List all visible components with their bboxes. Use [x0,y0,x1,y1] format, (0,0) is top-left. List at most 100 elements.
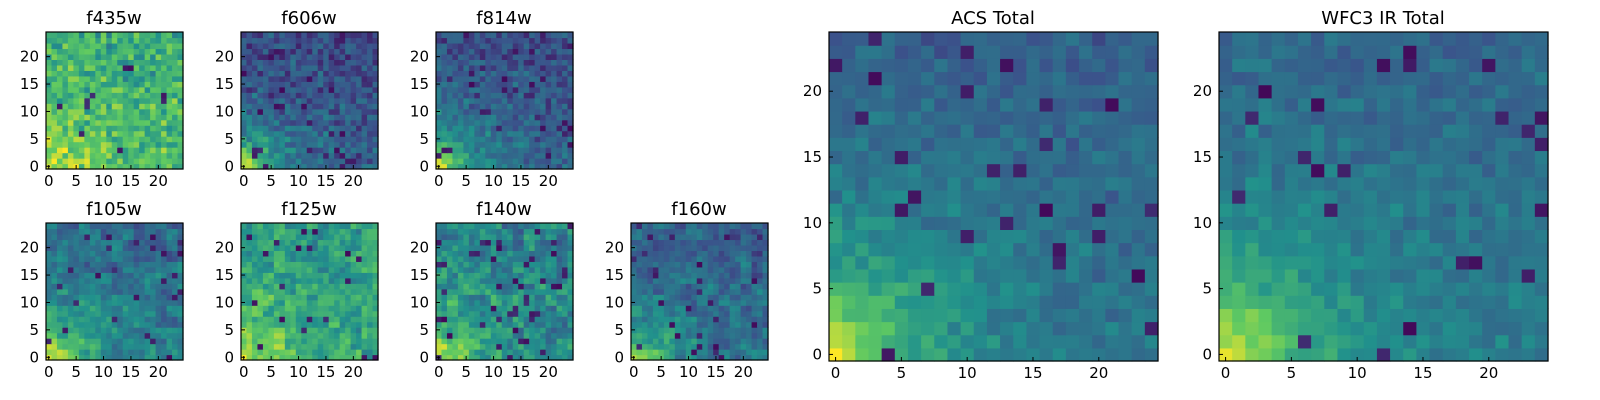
heatmap-cell [150,299,157,306]
heatmap-cell [485,343,492,350]
heatmap-cell [111,288,118,295]
heatmap-cell [751,244,758,251]
heatmap-cell [713,255,720,262]
heatmap-cell [1026,282,1041,296]
heatmap-cell [724,233,731,241]
heatmap-cell [128,272,135,279]
heatmap-cell [1013,163,1027,178]
heatmap-cell [122,266,129,273]
heatmap-cell [436,305,443,312]
heatmap-cell [166,332,173,339]
heatmap-cell [562,86,569,93]
heatmap-cell [46,310,53,317]
heatmap-cell [518,108,525,115]
heatmap-cell [106,288,113,295]
heatmap-cell [921,308,935,323]
heatmap-cell [934,229,949,244]
heatmap-cell [246,97,253,104]
heatmap-cell [361,75,368,82]
heatmap-cell [328,316,335,323]
heatmap-cell [246,250,253,257]
heatmap-cell [446,70,454,77]
heatmap-cell [84,108,91,115]
heatmap-cell [155,158,162,165]
heatmap-cell [1092,295,1106,309]
heatmap-cell [295,86,302,93]
heatmap-cell [1079,295,1093,309]
heatmap-cell [746,277,753,284]
heatmap-cell [529,305,536,312]
heatmap-cell [463,81,470,88]
heatmap-cell [144,327,151,334]
heatmap-cell [67,283,74,290]
heatmap-cell [361,250,368,257]
heatmap-cell [436,86,443,93]
heatmap-cell [855,229,870,244]
heatmap-cell [323,53,330,60]
heatmap-cell [372,283,379,290]
heatmap-cell [960,334,975,349]
heatmap-cell [702,294,709,301]
heatmap-cell [144,130,151,137]
heatmap-cell [306,343,313,350]
heatmap-cell [631,261,638,268]
heatmap-cell [746,261,753,268]
heatmap-cell [257,119,264,126]
heatmap-cell [496,294,503,301]
heatmap-cell [479,130,486,137]
heatmap-cell [441,125,448,132]
heatmap-cell [273,228,280,235]
heatmap-cell [122,147,129,154]
heatmap-cell [62,310,69,317]
heatmap-cell [350,299,357,306]
heatmap-cell [284,305,291,312]
heatmap-cell [501,283,508,290]
heatmap-cell [529,64,536,71]
heatmap-cell [729,277,736,284]
heatmap-cell [518,310,525,317]
heatmap-cell [246,103,253,110]
heatmap-cell [973,216,988,230]
heatmap-cell [295,152,302,159]
heatmap-cell [751,299,758,306]
heatmap-cell [323,343,330,350]
heatmap-cell [306,233,313,241]
heatmap-cell [268,283,275,290]
heatmap-cell [372,223,379,230]
heatmap-cell [468,349,475,356]
heatmap-cell [986,295,1001,309]
heatmap-cell [312,327,319,334]
heatmap-cell [372,244,379,251]
heatmap-cell [301,338,308,345]
heatmap-cell [172,327,179,334]
heatmap-cell [89,125,96,132]
heatmap-cell [67,310,74,317]
heatmap-cell [518,343,525,350]
heatmap-cell [534,92,541,99]
heatmap-cell [257,244,264,251]
heatmap-cell [529,108,536,115]
heatmap-cell [84,283,91,290]
heatmap-cell [361,81,368,88]
heatmap-cell [907,189,922,204]
heatmap-cell [868,150,883,165]
heatmap-cell [663,338,670,345]
heatmap-cell [551,272,558,279]
heatmap-cell [669,316,676,323]
heatmap-cell [62,86,69,93]
heatmap-cell [301,343,308,350]
heatmap-cell [56,310,64,317]
heatmap-cell [317,32,324,39]
heatmap-cell [855,189,870,204]
heatmap-cell [501,310,508,317]
heatmap-cell [663,233,670,241]
heatmap-cell [485,130,492,137]
heatmap-cell [1079,124,1093,138]
heatmap-cell [262,86,269,93]
heatmap-cell [1013,176,1027,191]
heatmap-cell [67,223,74,230]
heatmap-cell [62,163,69,170]
heatmap-cell [51,42,58,50]
heatmap-cell [762,338,769,345]
heatmap-cell [829,189,843,204]
